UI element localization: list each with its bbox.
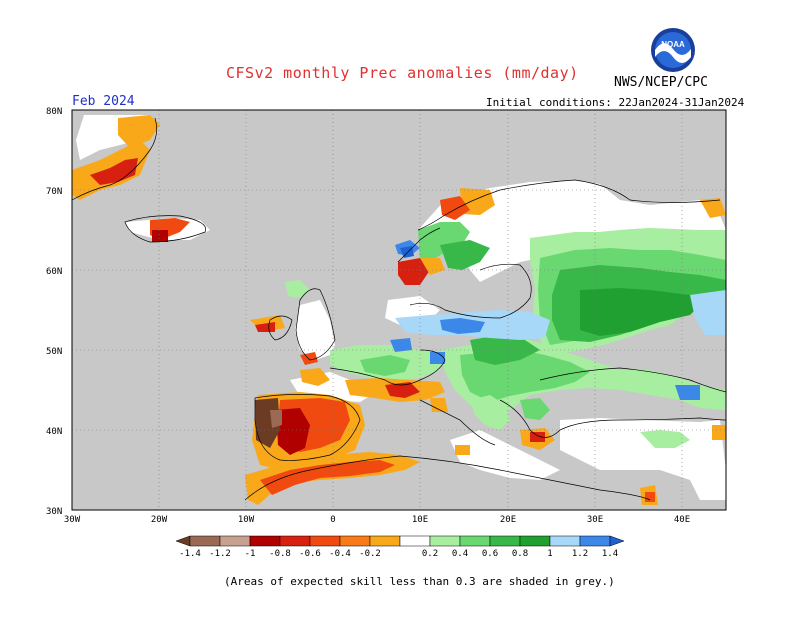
colorbar-ticks: -1.4 -1.2 -1 -0.8 -0.6 -0.4 -0.2 0.2 0.4 0.6 0.8 1 1… [179, 549, 618, 559]
colorbar-segment [519, 535, 551, 547]
colorbar-tick-label: 0.2 [422, 549, 438, 559]
colorbar-segment [399, 535, 431, 547]
colorbar-tick-label: 0.6 [482, 549, 498, 559]
noaa-logo-icon: NOAA [651, 28, 695, 72]
colorbar-segment [459, 535, 491, 547]
colorbar-segment [429, 535, 461, 547]
colorbar-segment [189, 535, 221, 547]
colorbar-tick-label: 0.4 [452, 549, 468, 559]
lat-label: 60N [46, 267, 62, 277]
colorbar-tick-label: -1.4 [179, 549, 201, 559]
map-panel [71, 109, 727, 511]
colorbar-tick-label: -0.2 [359, 549, 381, 559]
lat-label: 50N [46, 347, 62, 357]
lat-label: 70N [46, 187, 62, 197]
lon-label: 40E [674, 515, 690, 525]
lon-label: 10W [238, 515, 255, 525]
lon-label: 20E [500, 515, 516, 525]
colorbar-tick-label: -1 [245, 549, 256, 559]
wet-anomaly-areas [285, 222, 726, 448]
lat-label: 30N [46, 507, 62, 517]
colorbar-arrow-low [175, 535, 191, 547]
dry-anomaly-areas [72, 115, 726, 505]
initial-conditions: Initial conditions: 22Jan2024-31Jan2024 [486, 96, 745, 109]
colorbar-segment [369, 535, 401, 547]
map-title: CFSv2 monthly Prec anomalies (mm/day) [226, 64, 579, 82]
skill-footnote: (Areas of expected skill less than 0.3 a… [224, 575, 615, 588]
colorbar-tick-label: 1 [547, 549, 552, 559]
forecast-month: Feb 2024 [72, 94, 135, 109]
colorbar-tick-label: -0.6 [299, 549, 321, 559]
colorbar [175, 535, 625, 547]
graticule [72, 110, 726, 510]
lon-label: 30E [587, 515, 603, 525]
latitude-labels: 80N 70N 60N 50N 40N 30N [46, 107, 62, 517]
colorbar-segment [219, 535, 251, 547]
lon-label: 30W [64, 515, 81, 525]
coastlines [71, 117, 727, 501]
agency-label: NWS/NCEP/CPC [614, 75, 708, 90]
lon-label: 0 [330, 515, 335, 525]
lon-label: 20W [151, 515, 168, 525]
lon-label: 10E [412, 515, 428, 525]
colorbar-segment [549, 535, 581, 547]
colorbar-arrow-high [609, 535, 625, 547]
colorbar-segment [489, 535, 521, 547]
lat-label: 40N [46, 427, 62, 437]
svg-text:NOAA: NOAA [661, 40, 685, 49]
colorbar-segment [249, 535, 281, 547]
colorbar-tick-label: -1.2 [209, 549, 231, 559]
colorbar-tick-label: 0.8 [512, 549, 528, 559]
colorbar-segment [579, 535, 611, 547]
colorbar-segment [279, 535, 311, 547]
colorbar-tick-label: 1.2 [572, 549, 588, 559]
colorbar-segment [339, 535, 371, 547]
colorbar-tick-label: -0.4 [329, 549, 351, 559]
colorbar-tick-label: 1.4 [602, 549, 618, 559]
colorbar-segment [309, 535, 341, 547]
colorbar-tick-label: -0.8 [269, 549, 291, 559]
longitude-labels: 30W 20W 10W 0 10E 20E 30E 40E [64, 515, 690, 525]
lat-label: 80N [46, 107, 62, 117]
very-wet-areas [390, 240, 726, 400]
